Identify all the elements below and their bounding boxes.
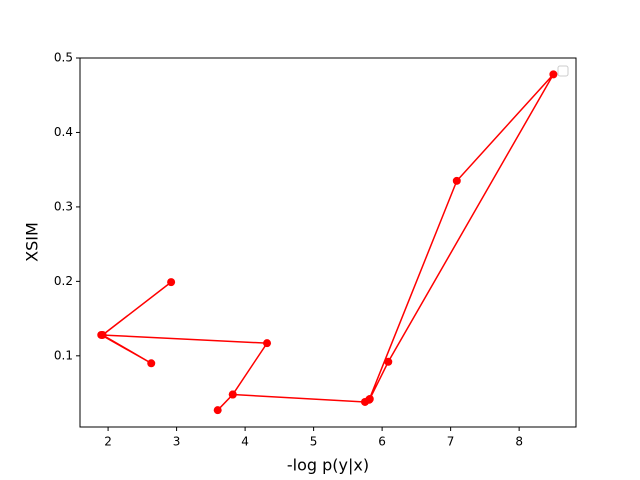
point [228,390,237,399]
y-tick-label: 0.5 [54,51,73,65]
y-axis-label: XSIM [23,222,42,262]
x-tick-label: 7 [447,435,455,449]
point [365,395,374,404]
point [452,176,461,185]
x-axis-label: -log p(y|x) [287,456,369,475]
line [100,73,555,411]
point [263,339,272,348]
legend-box [557,65,569,77]
y-tick-label: 0.3 [54,199,73,213]
y-tick-label: 0.1 [54,348,73,362]
x-tick-label: 2 [104,435,112,449]
x-tick-label: 8 [515,435,523,449]
point [213,406,222,415]
x-tick-label: 6 [378,435,386,449]
y-tick-label: 0.2 [54,274,73,288]
point [97,330,106,339]
point [147,359,156,368]
point [549,70,558,79]
x-tick-label: 3 [173,435,181,449]
point [167,278,176,287]
x-tick-label: 5 [310,435,318,449]
x-tick-label: 4 [241,435,249,449]
y-tick-label: 0.4 [54,125,73,139]
point [384,357,393,366]
axes-frame [79,57,577,428]
